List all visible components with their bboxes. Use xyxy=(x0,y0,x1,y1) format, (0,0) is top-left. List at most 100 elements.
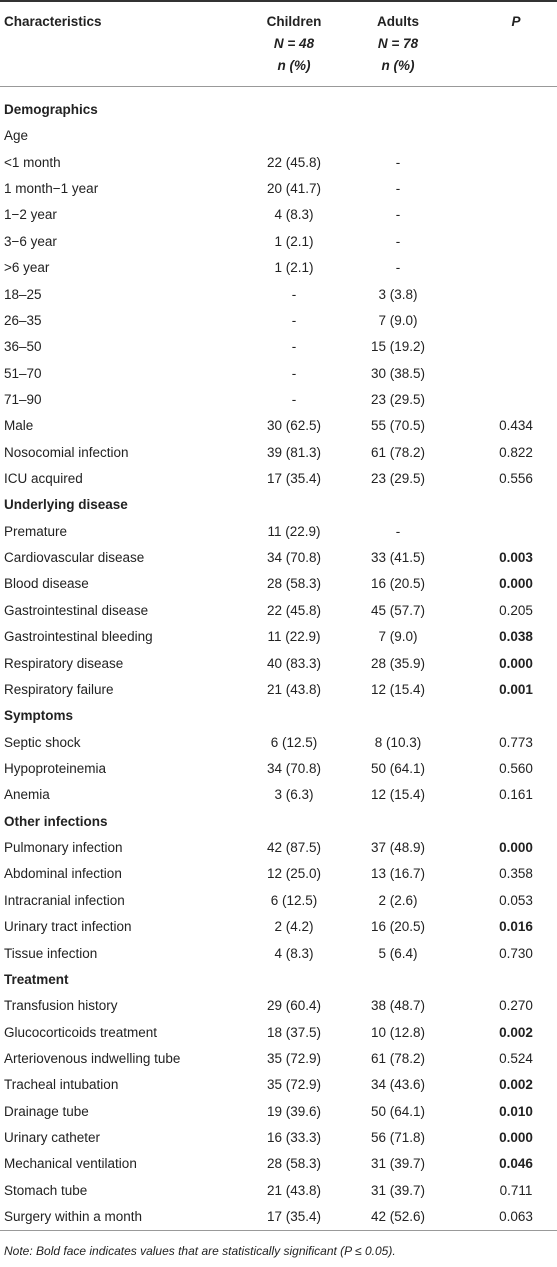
adults-cell: 34 (43.6) xyxy=(370,1077,426,1093)
row-label: Drainage tube xyxy=(4,1103,89,1119)
adults-cell: 61 (78.2) xyxy=(370,1050,426,1066)
row-label: Stomach tube xyxy=(4,1182,88,1198)
row-label: 18–25 xyxy=(4,286,42,302)
section-heading: Demographics xyxy=(4,102,98,117)
children-cell: 17 (35.4) xyxy=(266,471,322,487)
adults-cell: 50 (64.1) xyxy=(370,1103,426,1119)
children-cell: 34 (70.8) xyxy=(266,550,322,566)
row-label: Urinary catheter xyxy=(4,1130,101,1146)
adults-cell: 3 (3.8) xyxy=(378,286,418,302)
adults-cell: 45 (57.7) xyxy=(370,602,426,618)
p-cell: 0.046 xyxy=(499,1156,533,1172)
p-cell: 0.010 xyxy=(499,1103,533,1119)
adults-cell: 50 (64.1) xyxy=(370,761,426,776)
row-label: Pulmonary infection xyxy=(4,840,123,856)
note: Note: Bold face indicates values that ar… xyxy=(4,1244,396,1258)
children-cell: 18 (37.5) xyxy=(266,1024,322,1040)
children-cell: 2 (4.2) xyxy=(274,919,314,935)
children-cell: 42 (87.5) xyxy=(266,840,322,856)
p-cell: 0.053 xyxy=(499,892,533,908)
row-label: Respiratory disease xyxy=(4,655,124,671)
section-heading: Treatment xyxy=(4,971,69,987)
children-cell: 35 (72.9) xyxy=(266,1077,322,1093)
header-p: P xyxy=(511,14,521,29)
children-cell: 11 (22.9) xyxy=(267,523,321,539)
children-cell: - xyxy=(291,365,297,381)
children-cell: 1 (2.1) xyxy=(274,233,314,249)
adults-cell: - xyxy=(395,181,401,197)
children-cell: 40 (83.3) xyxy=(266,655,322,671)
adults-cell: 12 (15.4) xyxy=(370,681,426,697)
adults-cell: 15 (19.2) xyxy=(370,339,426,355)
row-label: 26–35 xyxy=(4,312,42,328)
adults-cell: 30 (38.5) xyxy=(370,365,426,381)
children-cell: 22 (45.8) xyxy=(266,154,322,170)
children-cell: - xyxy=(291,339,297,355)
row-label: Glucocorticoids treatment xyxy=(4,1024,158,1040)
row-label: Tracheal intubation xyxy=(4,1077,119,1093)
row-label: Intracranial infection xyxy=(4,892,125,908)
row-label: >6 year xyxy=(4,260,50,276)
adults-cell: 33 (41.5) xyxy=(370,550,426,566)
row-label: Mechanical ventilation xyxy=(4,1156,137,1172)
children-cell: 21 (43.8) xyxy=(266,1182,322,1198)
row-label: 36–50 xyxy=(4,339,42,355)
adults-cell: 38 (48.7) xyxy=(370,998,426,1014)
p-cell: 0.524 xyxy=(499,1050,533,1066)
row-label: ICU acquired xyxy=(4,471,83,487)
p-cell: 0.161 xyxy=(499,787,533,803)
row-label: Hypoproteinemia xyxy=(4,761,107,776)
row-label: Tissue infection xyxy=(4,945,98,961)
row-label: Male xyxy=(4,418,34,434)
row-label: 71–90 xyxy=(4,391,42,407)
row-label: 51–70 xyxy=(4,365,42,381)
adults-cell: 2 (2.6) xyxy=(378,892,418,908)
children-cell: 6 (12.5) xyxy=(270,734,318,750)
adults-cell: 13 (16.7) xyxy=(370,866,426,882)
adults-cell: - xyxy=(395,207,401,223)
children-cell: 28 (58.3) xyxy=(266,1156,322,1172)
children-cell: - xyxy=(291,286,297,302)
row-label: Septic shock xyxy=(4,734,81,750)
header-adults: n (%) xyxy=(381,58,415,73)
adults-cell: 5 (6.4) xyxy=(378,945,418,961)
children-cell: 39 (81.3) xyxy=(266,444,322,460)
p-cell: 0.556 xyxy=(499,471,533,487)
children-cell: 6 (12.5) xyxy=(270,892,318,908)
adults-cell: 10 (12.8) xyxy=(370,1024,426,1040)
children-cell: 35 (72.9) xyxy=(266,1050,322,1066)
p-cell: 0.205 xyxy=(499,602,533,618)
header-adults: N = 78 xyxy=(377,36,419,51)
row-label: Arteriovenous indwelling tube xyxy=(4,1050,181,1066)
adults-cell: 23 (29.5) xyxy=(370,391,426,407)
p-cell: 0.000 xyxy=(499,655,533,671)
children-cell: - xyxy=(291,391,297,407)
p-cell: 0.000 xyxy=(499,1130,533,1146)
row-label: <1 month xyxy=(4,154,61,170)
adults-cell: - xyxy=(395,523,401,539)
p-cell: 0.822 xyxy=(499,444,533,460)
children-cell: 16 (33.3) xyxy=(266,1130,322,1146)
children-cell: 4 (8.3) xyxy=(274,945,314,961)
children-cell: 28 (58.3) xyxy=(266,576,322,592)
children-cell: 20 (41.7) xyxy=(266,181,322,197)
row-label: Age xyxy=(4,128,29,144)
adults-cell: 28 (35.9) xyxy=(370,655,426,671)
children-cell: 19 (39.6) xyxy=(266,1103,322,1119)
p-cell: 0.016 xyxy=(499,919,533,935)
adults-cell: 31 (39.7) xyxy=(370,1182,426,1198)
row-label: Blood disease xyxy=(4,576,89,592)
p-cell: 0.000 xyxy=(499,840,533,856)
adults-cell: 23 (29.5) xyxy=(370,471,426,487)
adults-cell: - xyxy=(395,260,401,276)
header-adults: Adults xyxy=(377,14,419,29)
p-cell: 0.773 xyxy=(499,734,533,750)
p-cell: 0.002 xyxy=(499,1024,533,1040)
adults-cell: 16 (20.5) xyxy=(370,576,426,592)
row-label: Gastrointestinal disease xyxy=(4,602,149,618)
adults-cell: 56 (71.8) xyxy=(370,1130,426,1146)
children-cell: 4 (8.3) xyxy=(274,207,314,223)
row-label: Gastrointestinal bleeding xyxy=(4,629,153,645)
p-cell: 0.560 xyxy=(499,761,533,776)
p-cell: 0.063 xyxy=(499,1209,533,1225)
